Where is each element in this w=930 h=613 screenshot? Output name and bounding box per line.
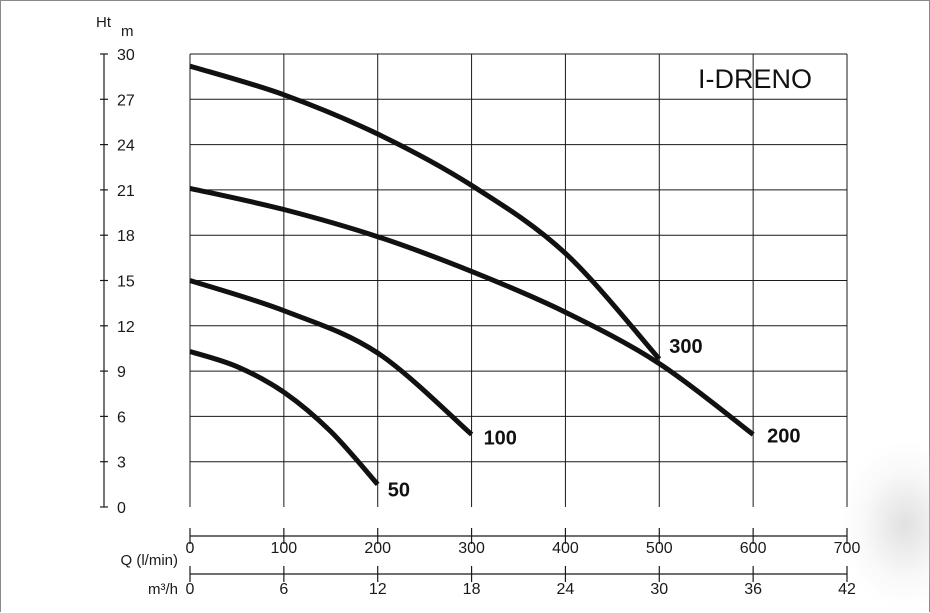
corner-glow	[840, 440, 930, 610]
y-tick-label: 18	[117, 228, 135, 245]
curve-labels: 50 100 300 200	[388, 336, 801, 501]
x2-tick-label: 36	[744, 581, 762, 598]
curve-label-100: 100	[484, 428, 517, 450]
y-tick-label: 30	[117, 47, 135, 64]
curve-label-50: 50	[388, 479, 410, 501]
grid-lines	[189, 53, 848, 507]
x2-tick-label: 30	[650, 581, 668, 598]
x2-tick-label: 18	[463, 581, 481, 598]
curve-100	[189, 278, 474, 437]
y-axis-label: Ht	[96, 14, 112, 31]
curve-label-200: 200	[767, 426, 800, 448]
x2-tick-label: 0	[186, 581, 195, 598]
x-tick-label: 100	[271, 540, 298, 557]
x-axis-secondary-label: m³/h	[148, 581, 178, 598]
y-tick-label: 3	[117, 455, 126, 472]
x-tick-label: 0	[186, 540, 195, 557]
curve-50	[189, 349, 380, 487]
curve-label-300: 300	[669, 336, 702, 358]
y-tick-label: 27	[117, 92, 135, 109]
y-tick-label: 15	[117, 274, 135, 291]
y-tick-label: 9	[117, 364, 126, 381]
x2-tick-label: 24	[557, 581, 575, 598]
axes	[100, 53, 848, 582]
y-tick-label: 6	[117, 409, 126, 426]
curve-300	[189, 63, 662, 361]
x2-tick-label: 12	[369, 581, 387, 598]
curves	[189, 63, 755, 487]
x-tick-label: 300	[458, 540, 485, 557]
y-axis-unit: m	[121, 23, 134, 40]
y-tick-label: 24	[117, 138, 135, 155]
chart-title: I-DRENO	[698, 64, 812, 94]
y-tick-label: 0	[117, 500, 126, 517]
x-tick-label: 600	[740, 540, 767, 557]
x-tick-label: 200	[364, 540, 391, 557]
y-tick-label: 12	[117, 319, 135, 336]
x-tick-label: 700	[834, 540, 861, 557]
x-axis-primary-label: Q (l/min)	[121, 552, 179, 569]
x2-tick-label: 42	[838, 581, 856, 598]
y-tick-label: 21	[117, 183, 135, 200]
x-tick-label: 500	[646, 540, 673, 557]
x-tick-label: 400	[552, 540, 579, 557]
x2-tick-label: 6	[279, 581, 288, 598]
curve-200	[189, 185, 755, 437]
